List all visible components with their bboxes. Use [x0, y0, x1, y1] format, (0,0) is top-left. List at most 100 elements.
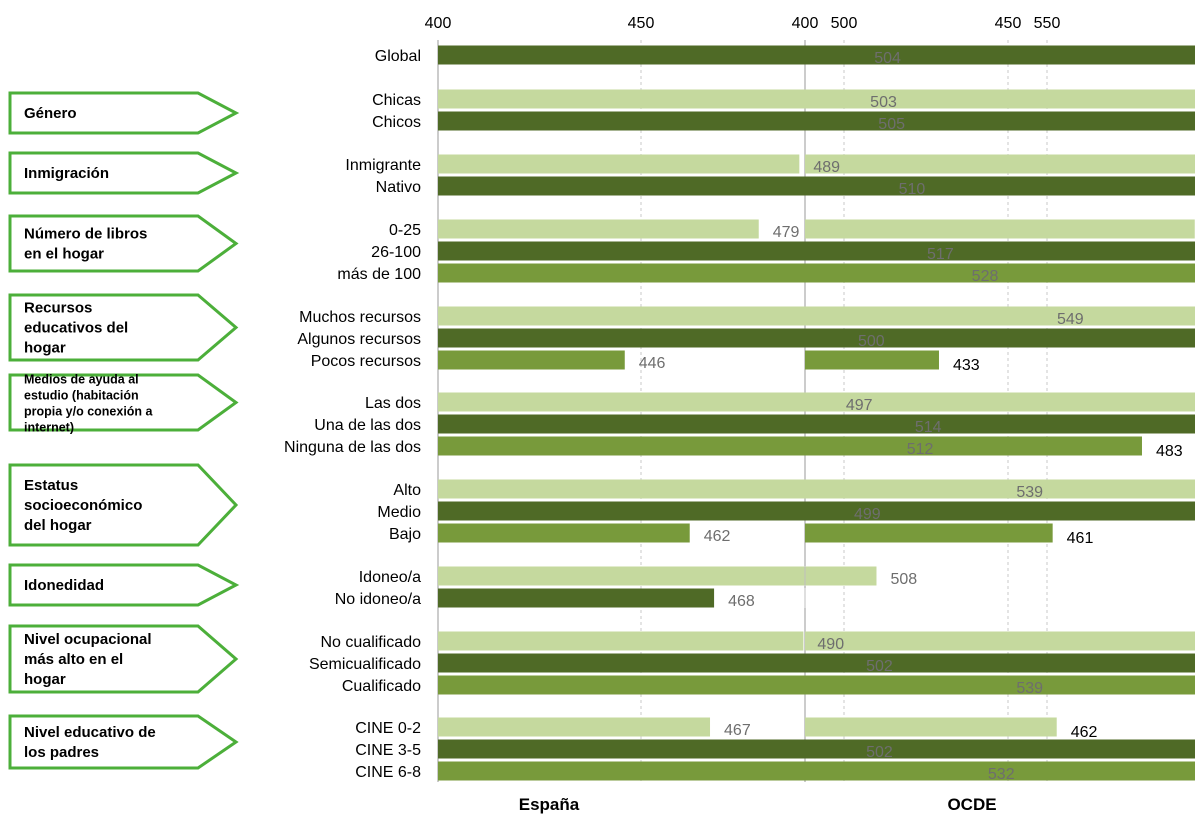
bar-espana — [438, 436, 893, 456]
group-label: Número de libros en el hogar — [24, 226, 147, 263]
bar-ocde — [805, 436, 1142, 456]
group-label-line: hogar — [24, 340, 66, 357]
data-label-espana: 500 — [858, 333, 885, 350]
bar-ocde — [805, 111, 1195, 131]
group-label: Medios de ayuda al estudio (habitación pro… — [24, 373, 154, 435]
category-label: No cualificado — [321, 634, 422, 651]
bar-espana — [438, 523, 690, 543]
group-label: Recursos educativos del hogar — [24, 300, 128, 357]
panel-title-espana: España — [519, 795, 580, 814]
panel-title-ocde: OCDE — [947, 795, 996, 814]
group-label-line: más alto en el — [24, 651, 123, 668]
data-label-espana: 512 — [907, 441, 934, 458]
bar-ocde — [805, 306, 1195, 326]
category-label: Idoneo/a — [359, 569, 421, 586]
data-label-espana: 490 — [817, 636, 844, 653]
data-label-espana: 517 — [927, 246, 954, 263]
tick-label: 400 — [792, 15, 819, 32]
group-label-line: internet) — [24, 421, 74, 435]
data-label-espana: 532 — [988, 766, 1015, 783]
category-label: Las dos — [365, 395, 421, 412]
data-label-espana: 467 — [724, 722, 751, 739]
data-label-espana: 539 — [1016, 680, 1043, 697]
group-label: Estatus socioeconómico del hogar — [24, 477, 142, 534]
bar-ocde — [805, 241, 1195, 261]
tick-label: 450 — [995, 15, 1022, 32]
data-label-espana: 489 — [813, 159, 840, 176]
bar-layer — [438, 45, 1195, 781]
category-label: Una de las dos — [314, 417, 421, 434]
bar-espana — [438, 89, 857, 109]
data-label-espana: 499 — [854, 506, 881, 523]
category-label: Pocos recursos — [311, 353, 421, 370]
data-label-espana: 503 — [870, 94, 897, 111]
bar-ocde — [805, 631, 1195, 651]
group-label: Inmigración — [24, 165, 109, 182]
data-label-espana: 502 — [866, 658, 893, 675]
category-label: CINE 6-8 — [355, 764, 421, 781]
data-label-espana: 504 — [874, 50, 901, 67]
bar-ocde — [805, 263, 1195, 283]
data-label-ocde: 433 — [953, 357, 980, 374]
bar-ocde — [805, 219, 1195, 239]
group-label-line: hogar — [24, 671, 66, 688]
group-arrow-shape — [8, 563, 240, 607]
data-label-espana: 468 — [728, 593, 755, 610]
tick-label: 550 — [1034, 15, 1061, 32]
text-layer: 400450500550400450500550Global504526Géne… — [24, 15, 1183, 783]
data-label-espana: 479 — [773, 224, 800, 241]
bar-espana — [438, 176, 885, 196]
bar-espana — [438, 414, 901, 434]
group-label-line: Recursos — [24, 300, 92, 317]
bar-espana — [438, 241, 914, 261]
group-label-line: Género — [24, 105, 77, 122]
group-label-line: socioeconómico — [24, 497, 142, 514]
category-label: más de 100 — [337, 266, 421, 283]
category-label: Ninguna de las dos — [284, 439, 421, 456]
category-label: Semicualificado — [309, 656, 421, 673]
bar-espana — [438, 717, 711, 737]
category-label: Medio — [377, 504, 421, 521]
category-label: 0-25 — [389, 222, 421, 239]
tick-label: 500 — [831, 15, 858, 32]
group-label: Género — [24, 105, 77, 122]
group-label-line: propia y/o conexión a — [24, 405, 154, 419]
bar-espana — [438, 154, 800, 174]
bar-espana — [438, 566, 877, 586]
group-label-line: Número de libros — [24, 226, 147, 243]
group-label-line: Nivel ocupacional — [24, 631, 152, 648]
bar-espana — [438, 392, 832, 412]
group-label-line: los padres — [24, 744, 99, 761]
group-label: Nivel ocupacional más alto en el hogar — [24, 631, 152, 688]
data-label-espana: 528 — [972, 268, 999, 285]
category-label: Chicas — [372, 92, 421, 109]
category-label: CINE 0-2 — [355, 720, 421, 737]
bar-ocde — [805, 350, 939, 370]
category-label: CINE 3-5 — [355, 742, 421, 759]
data-label-espana: 446 — [639, 355, 666, 372]
category-label: No idoneo/a — [335, 591, 421, 608]
bar-ocde — [805, 717, 1057, 737]
group-label: Idonedidad — [24, 577, 104, 594]
bar-ocde — [805, 154, 1195, 174]
bar-ocde — [805, 501, 1195, 521]
bar-espana — [438, 350, 625, 370]
bar-espana — [438, 328, 844, 348]
bar-espana — [438, 631, 804, 651]
category-label: Inmigrante — [345, 157, 421, 174]
group-label-line: estudio (habitación — [24, 389, 139, 403]
group-arrow-shape — [8, 91, 240, 135]
data-label-ocde: 462 — [1071, 724, 1098, 741]
data-label-espana: 549 — [1057, 311, 1084, 328]
bar-espana — [438, 739, 853, 759]
group-arrow-shape — [8, 624, 239, 694]
bar-espana — [438, 501, 840, 521]
bar-ocde — [805, 653, 1195, 673]
data-label-ocde: 461 — [1067, 530, 1094, 547]
bar-espana — [438, 653, 853, 673]
bar-ocde — [805, 89, 1195, 109]
bar-espana — [438, 45, 861, 65]
data-label-espana: 505 — [878, 116, 905, 133]
bar-ocde — [805, 414, 1195, 434]
